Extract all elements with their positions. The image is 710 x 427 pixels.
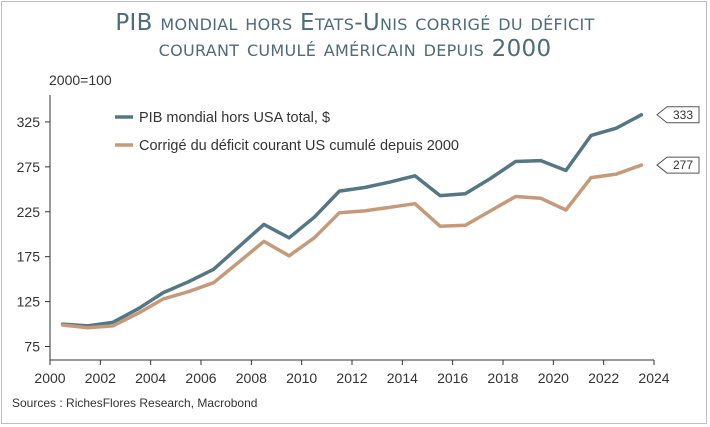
x-tick-label: 2024: [638, 370, 669, 386]
x-tick-label: 2018: [487, 370, 518, 386]
source-note: Sources : RichesFlores Research, Macrobo…: [12, 396, 258, 410]
x-tick-label: 2020: [538, 370, 569, 386]
y-tick-label: 325: [17, 114, 41, 130]
x-tick-label: 2000: [34, 370, 65, 386]
x-tick-label: 2016: [437, 370, 468, 386]
x-tick-label: 2004: [135, 370, 166, 386]
y-tick-label: 125: [17, 294, 41, 310]
series-line-2: [60, 163, 644, 330]
chart-title-line-1: PIB mondial hors Etats-Unis corrigé du d…: [115, 10, 595, 36]
x-tick-label: 2022: [588, 370, 619, 386]
y-axis-label: 2000=100: [49, 72, 112, 88]
chart-title-line-2: courant cumulé américain depuis 2000: [158, 36, 552, 62]
x-tick-label: 2006: [185, 370, 216, 386]
x-tick-label: 2012: [336, 370, 367, 386]
y-tick-label: 75: [24, 339, 40, 355]
legend-label: Corrigé du déficit courant US cumulé dep…: [139, 138, 459, 154]
y-tick-label: 275: [17, 159, 41, 175]
y-tick-label: 175: [17, 249, 41, 265]
end-value-callout-box: [656, 106, 700, 124]
x-tick-label: 2002: [85, 370, 116, 386]
end-value-label: 277: [673, 158, 693, 172]
end-value-label: 333: [673, 108, 693, 122]
series-line-1: [60, 113, 644, 328]
x-tick-label: 2008: [236, 370, 267, 386]
end-value-callout-box: [656, 156, 700, 174]
x-tick-label: 2014: [387, 370, 418, 386]
legend-label: PIB mondial hors USA total, $: [139, 110, 330, 126]
x-tick-label: 2010: [286, 370, 317, 386]
y-tick-label: 225: [17, 204, 41, 220]
